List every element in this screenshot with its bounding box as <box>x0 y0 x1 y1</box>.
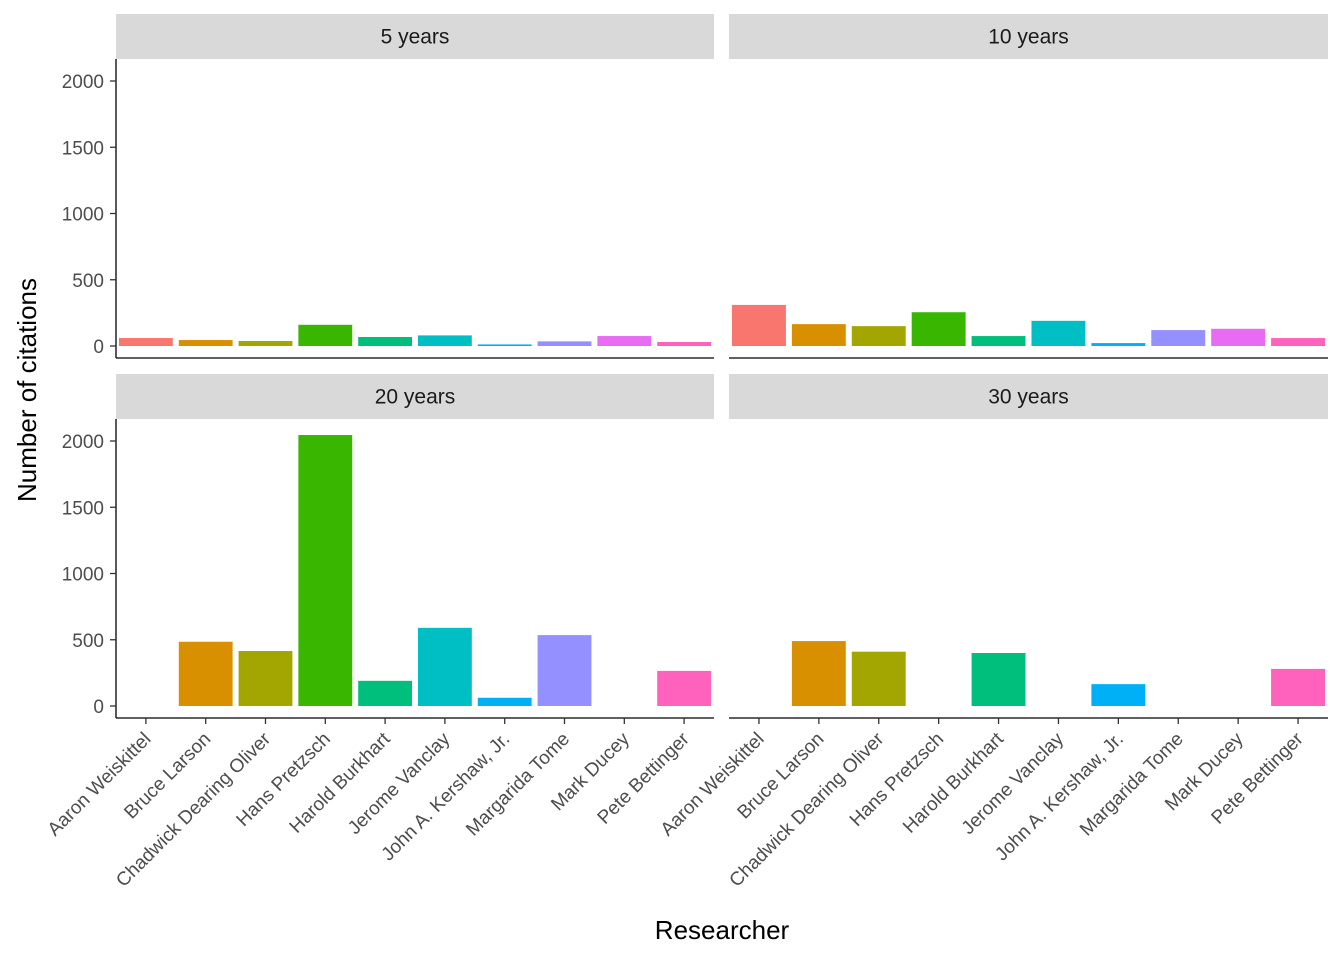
y-tick-label: 2000 <box>62 72 104 93</box>
bar <box>238 340 293 346</box>
bar <box>118 338 173 346</box>
bar <box>298 324 353 346</box>
bar <box>1271 668 1326 706</box>
bar <box>298 435 353 706</box>
bar <box>417 335 472 346</box>
bar <box>851 326 906 346</box>
bar <box>911 312 966 346</box>
y-tick-label: 500 <box>72 271 104 292</box>
bar <box>971 336 1026 346</box>
x-tick-label: Margarida Tome <box>462 729 574 841</box>
panel-strip-label: 30 years <box>988 386 1069 409</box>
panel-strip-label: 10 years <box>988 26 1069 49</box>
bar <box>537 341 592 346</box>
bar <box>1211 328 1266 346</box>
x-tick-label: Margarida Tome <box>1076 729 1188 841</box>
panel-strip <box>116 14 714 59</box>
y-tick-label: 0 <box>93 337 104 358</box>
bar <box>1031 320 1086 346</box>
y-tick-label: 0 <box>93 697 104 718</box>
bar <box>597 336 652 346</box>
bar <box>791 324 846 346</box>
panel-strip-label: 20 years <box>375 386 456 409</box>
bar <box>477 344 532 346</box>
panel-strip <box>729 374 1328 419</box>
x-tick-label: Harold Burkhart <box>286 728 395 837</box>
x-axis-title: Researcher <box>655 915 790 945</box>
x-tick-label: Jerome Vanclay <box>344 728 455 839</box>
bar <box>657 342 712 346</box>
bar <box>477 697 532 706</box>
y-tick-label: 1000 <box>62 565 104 586</box>
bar <box>851 651 906 706</box>
bar <box>971 653 1026 706</box>
y-tick-label: 1500 <box>62 138 104 159</box>
y-tick-label: 2000 <box>62 432 104 453</box>
bar <box>1091 343 1146 346</box>
y-tick-label: 500 <box>72 631 104 652</box>
bar <box>417 627 472 706</box>
y-tick-label: 1000 <box>62 205 104 226</box>
bar <box>358 336 413 346</box>
x-tick-label: Harold Burkhart <box>899 728 1008 837</box>
bar <box>238 651 293 706</box>
bar <box>731 304 786 346</box>
panel-strip <box>116 374 714 419</box>
x-tick-label: Aaron Weiskittel <box>44 729 156 841</box>
bar <box>1271 338 1326 346</box>
bar <box>791 641 846 706</box>
panel-strip <box>729 14 1328 59</box>
panel-strip-label: 5 years <box>381 26 450 49</box>
y-tick-label: 1500 <box>62 498 104 519</box>
bar <box>178 340 233 346</box>
bar <box>537 635 592 706</box>
bar <box>1091 684 1146 706</box>
bar <box>358 680 413 706</box>
y-axis-title: Number of citations <box>12 278 42 502</box>
bar <box>657 670 712 706</box>
bar <box>178 641 233 706</box>
bar <box>1151 330 1206 346</box>
x-tick-label: Jerome Vanclay <box>958 728 1069 839</box>
